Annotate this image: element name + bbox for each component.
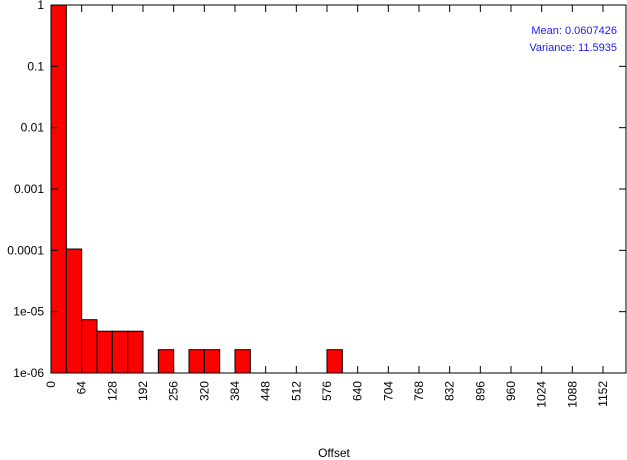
x-tick-label: 448 (259, 381, 273, 401)
x-tick-label: 832 (443, 381, 457, 401)
histogram-bar (157, 349, 175, 374)
x-tick-label: 384 (228, 381, 242, 401)
histogram-bar (203, 349, 221, 374)
x-tick-label: 704 (381, 381, 395, 401)
y-tick-label: 0.0001 (7, 243, 44, 257)
x-tick-label: 512 (289, 381, 303, 401)
y-tick-label: 1e-06 (13, 366, 44, 380)
mean-annotation: Mean: 0.0607426 (531, 25, 617, 37)
histogram-bar (127, 330, 144, 374)
x-tick-label: 64 (75, 381, 89, 395)
ticks-layer: 1 0.1 0.01 0.001 0.0001 1e-05 1e-060 64 128 192 25… (7, 0, 626, 408)
x-tick-label: 896 (473, 381, 487, 401)
x-tick-label: 1024 (535, 381, 549, 408)
y-tick-label: 1e-05 (13, 305, 44, 319)
x-tick-label: 1152 (596, 381, 610, 407)
histogram-bar (326, 349, 343, 374)
x-tick-label: 960 (504, 381, 518, 401)
histogram-bar (234, 349, 251, 374)
x-tick-label: 192 (136, 381, 150, 401)
y-tick-label: 0.001 (14, 182, 44, 196)
x-tick-label: 768 (412, 381, 426, 401)
x-tick-label: 576 (320, 381, 334, 401)
x-tick-label: 128 (105, 381, 119, 401)
x-tick-label: 1088 (565, 381, 579, 408)
variance-annotation: Variance: 11.5935 (529, 42, 617, 54)
x-axis-label: Offset (318, 446, 350, 460)
bars-layer (50, 4, 343, 374)
histogram-bar (96, 330, 113, 374)
y-tick-label: 0.01 (21, 121, 45, 135)
histogram-bar (65, 248, 83, 374)
plot-frame (50, 4, 627, 374)
x-tick-label: 640 (351, 381, 365, 401)
x-tick-label: 0 (44, 381, 58, 388)
histogram-bar (188, 349, 205, 374)
histogram-bar (81, 319, 98, 374)
y-tick-label: 1 (37, 0, 44, 12)
x-tick-label: 320 (197, 381, 211, 401)
y-tick-label: 0.1 (27, 59, 44, 73)
histogram-bar (111, 330, 129, 374)
x-tick-label: 256 (167, 381, 181, 401)
